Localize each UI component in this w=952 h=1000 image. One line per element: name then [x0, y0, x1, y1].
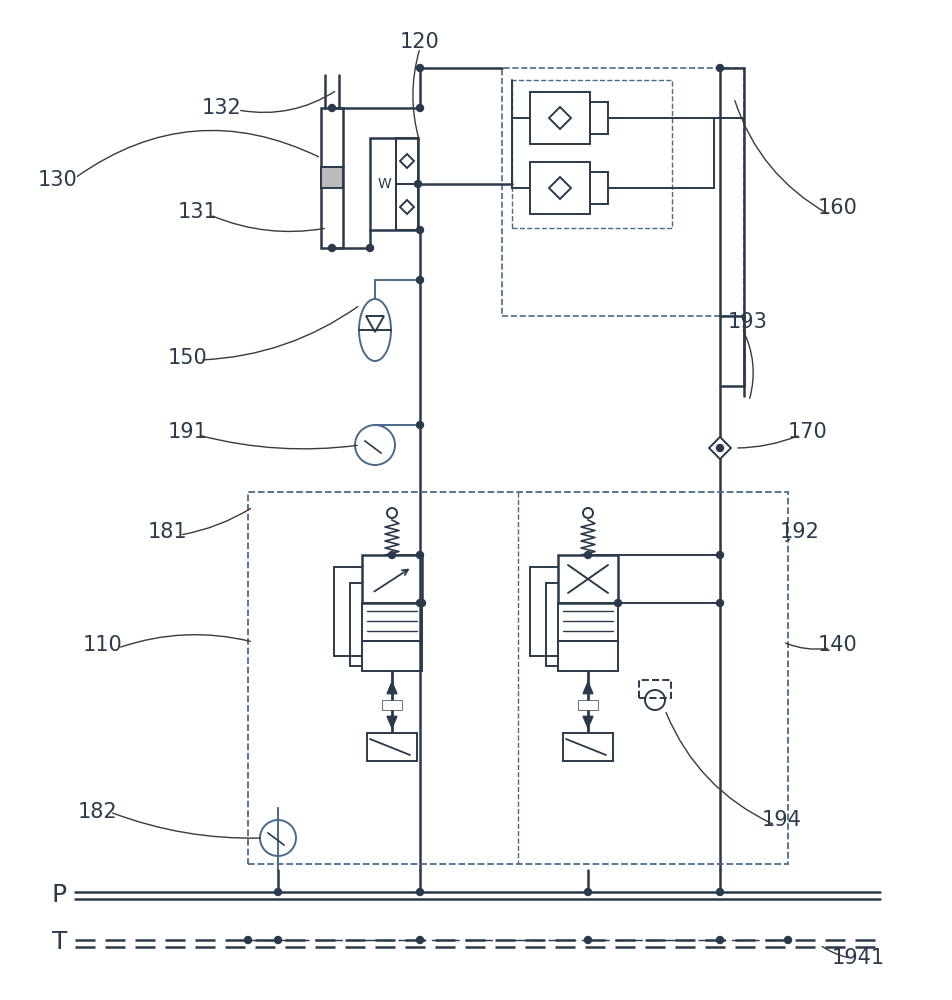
Polygon shape: [400, 200, 413, 214]
Bar: [396, 138, 418, 184]
Circle shape: [416, 104, 423, 111]
Bar: [321, 108, 343, 248]
Circle shape: [583, 508, 592, 518]
Text: 182: 182: [78, 802, 118, 822]
Circle shape: [716, 599, 723, 606]
Polygon shape: [583, 682, 592, 694]
Circle shape: [245, 936, 251, 944]
Text: 170: 170: [787, 422, 827, 442]
Bar: [529, 162, 589, 214]
Circle shape: [584, 936, 591, 944]
Polygon shape: [583, 716, 592, 728]
Circle shape: [416, 227, 423, 233]
Text: 194: 194: [762, 810, 801, 830]
Text: 150: 150: [168, 348, 208, 368]
Circle shape: [716, 64, 723, 72]
Circle shape: [328, 244, 335, 251]
Bar: [367, 733, 417, 761]
Circle shape: [416, 422, 423, 428]
Polygon shape: [387, 682, 397, 694]
Text: 131: 131: [178, 202, 218, 222]
Text: 1941: 1941: [830, 948, 883, 968]
Circle shape: [716, 888, 723, 896]
Polygon shape: [400, 154, 413, 168]
Bar: [248, 492, 787, 864]
Polygon shape: [548, 107, 570, 129]
Circle shape: [418, 599, 425, 606]
Text: 132: 132: [202, 98, 242, 118]
Text: 181: 181: [148, 522, 188, 542]
Text: T: T: [52, 930, 68, 954]
Text: 191: 191: [168, 422, 208, 442]
Circle shape: [416, 276, 423, 284]
Circle shape: [274, 936, 281, 944]
Text: 192: 192: [780, 522, 819, 542]
Bar: [382, 700, 402, 710]
Circle shape: [416, 888, 423, 896]
Circle shape: [716, 552, 723, 558]
Circle shape: [584, 888, 591, 896]
Ellipse shape: [359, 299, 390, 361]
Circle shape: [416, 936, 423, 944]
Text: 160: 160: [817, 198, 857, 218]
Bar: [362, 641, 422, 671]
Circle shape: [355, 425, 394, 465]
Text: 120: 120: [400, 32, 440, 52]
Bar: [558, 641, 617, 671]
Bar: [558, 555, 617, 603]
Circle shape: [388, 552, 395, 558]
Polygon shape: [548, 177, 570, 199]
Circle shape: [584, 552, 591, 558]
Bar: [502, 68, 744, 316]
Circle shape: [416, 64, 423, 72]
Text: P: P: [52, 883, 67, 907]
Bar: [396, 184, 418, 230]
Bar: [578, 700, 597, 710]
Circle shape: [328, 104, 335, 111]
Bar: [369, 138, 418, 230]
Circle shape: [783, 936, 791, 944]
Circle shape: [387, 508, 397, 518]
Bar: [563, 733, 612, 761]
Bar: [321, 167, 343, 188]
Bar: [589, 172, 607, 204]
Text: 130: 130: [38, 170, 78, 190]
Polygon shape: [387, 716, 397, 728]
Bar: [558, 603, 617, 641]
Circle shape: [274, 888, 281, 896]
Circle shape: [716, 936, 723, 944]
Text: 110: 110: [83, 635, 123, 655]
Text: W: W: [377, 177, 390, 191]
Circle shape: [614, 599, 621, 606]
Circle shape: [414, 180, 421, 188]
Circle shape: [416, 599, 423, 606]
Bar: [511, 80, 671, 228]
Polygon shape: [708, 437, 730, 459]
Bar: [589, 102, 607, 134]
Text: 193: 193: [727, 312, 767, 332]
Circle shape: [716, 444, 723, 452]
Bar: [639, 680, 670, 698]
Circle shape: [367, 244, 373, 251]
Text: 140: 140: [817, 635, 857, 655]
Circle shape: [416, 552, 423, 558]
Bar: [529, 92, 589, 144]
Circle shape: [645, 690, 664, 710]
Circle shape: [260, 820, 296, 856]
Bar: [362, 555, 422, 603]
Bar: [362, 603, 422, 641]
